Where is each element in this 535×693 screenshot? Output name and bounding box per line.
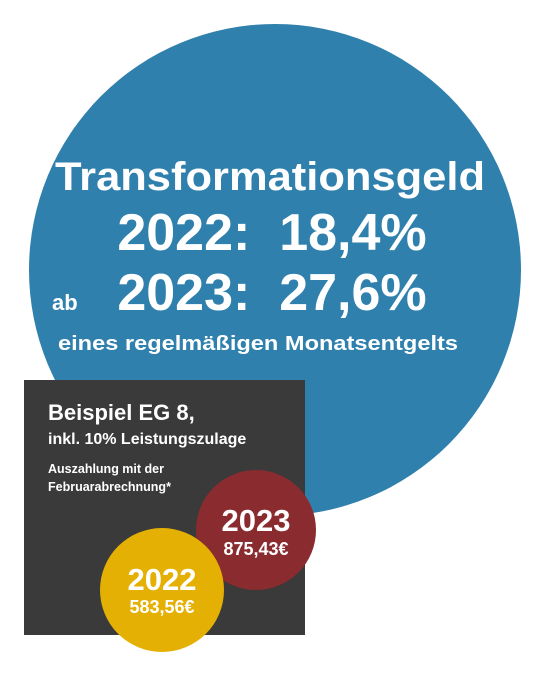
payment-amount: 875,43€ xyxy=(223,539,288,559)
headline-title: Transformationsgeld xyxy=(55,155,485,199)
headline-subtitle: eines regelmäßigen Monatsentgelts xyxy=(58,333,458,355)
headline-prefix: ab xyxy=(52,290,78,315)
example-note: Februarabrechnung* xyxy=(48,480,171,494)
payment-year: 2022 xyxy=(128,562,197,597)
payment-amount: 583,56€ xyxy=(129,597,194,617)
payment-circle-2023 xyxy=(196,470,316,590)
example-note: Auszahlung mit der xyxy=(48,462,164,476)
payment-circle-2022 xyxy=(100,528,224,652)
example-title: Beispiel EG 8, xyxy=(48,400,195,425)
headline-2022: 2022: 18,4% xyxy=(117,204,426,262)
example-subtitle: inkl. 10% Leistungszulage xyxy=(48,431,246,448)
payment-year: 2023 xyxy=(222,503,291,538)
headline-2023: 2023: 27,6% xyxy=(117,264,426,322)
